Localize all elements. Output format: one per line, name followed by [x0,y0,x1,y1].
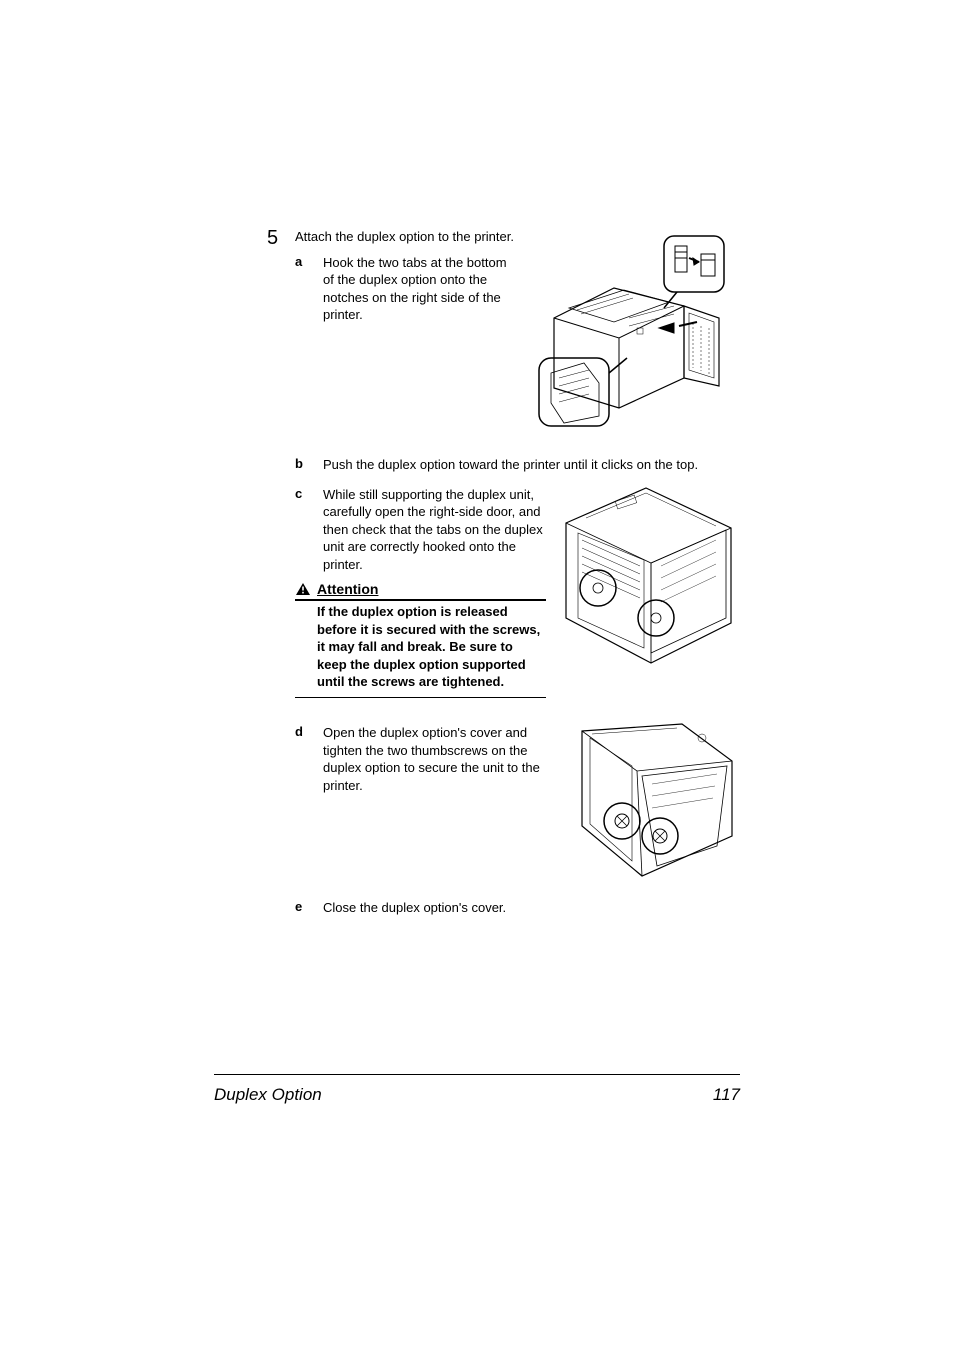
footer-page-number: 117 [713,1085,740,1105]
printer-thumbscrew-figure-icon [562,716,737,881]
substep-c-text: While still supporting the duplex unit, … [323,486,546,574]
substep-c-letter: c [295,486,309,574]
step-5-text: Attach the duplex option to the printer. [295,228,517,246]
attention-title: Attention [317,581,378,597]
substep-e-text: Close the duplex option's cover. [323,899,741,917]
footer-section-title: Duplex Option [214,1085,322,1105]
attention-block: Attention If the duplex option is releas… [295,581,546,698]
substep-a-letter: a [295,254,309,324]
attention-header: Attention [295,581,546,601]
figure-1-box [527,228,741,438]
printer-door-open-figure-icon [556,478,741,673]
substep-d-row: d Open the duplex option's cover and tig… [295,724,547,794]
substep-d-text-column: d Open the duplex option's cover and tig… [267,716,547,881]
figure-2-box [556,478,741,698]
substep-c-section: c While still supporting the duplex unit… [267,478,741,698]
substep-d-section: d Open the duplex option's cover and tig… [267,716,741,881]
page-footer: Duplex Option 117 [214,1074,740,1105]
step-5-section: 5 Attach the duplex option to the printe… [267,228,741,438]
substep-b-letter: b [295,456,309,474]
warning-triangle-icon [295,582,311,596]
printer-attach-figure-icon [529,228,739,438]
substep-b-row: b Push the duplex option toward the prin… [295,456,741,474]
attention-body: If the duplex option is released before … [295,603,546,698]
step-number: 5 [267,228,281,324]
substep-d-letter: d [295,724,309,794]
page-content: 5 Attach the duplex option to the printe… [267,228,741,917]
figure-3-box [557,716,741,881]
substep-b-section: b Push the duplex option toward the prin… [267,456,741,474]
step-body: Attach the duplex option to the printer.… [295,228,517,324]
substep-e-letter: e [295,899,309,917]
substep-b-text: Push the duplex option toward the printe… [323,456,741,474]
substep-a-text: Hook the two tabs at the bottom of the d… [323,254,517,324]
substep-c-text-column: c While still supporting the duplex unit… [267,478,546,698]
substep-e-section: e Close the duplex option's cover. [267,899,741,917]
substep-d-text: Open the duplex option's cover and tight… [323,724,547,794]
step-5-text-column: 5 Attach the duplex option to the printe… [267,228,517,438]
substep-a-row: a Hook the two tabs at the bottom of the… [295,254,517,324]
substep-e-row: e Close the duplex option's cover. [295,899,741,917]
step-5-row: 5 Attach the duplex option to the printe… [267,228,517,324]
substep-c-row: c While still supporting the duplex unit… [295,486,546,574]
